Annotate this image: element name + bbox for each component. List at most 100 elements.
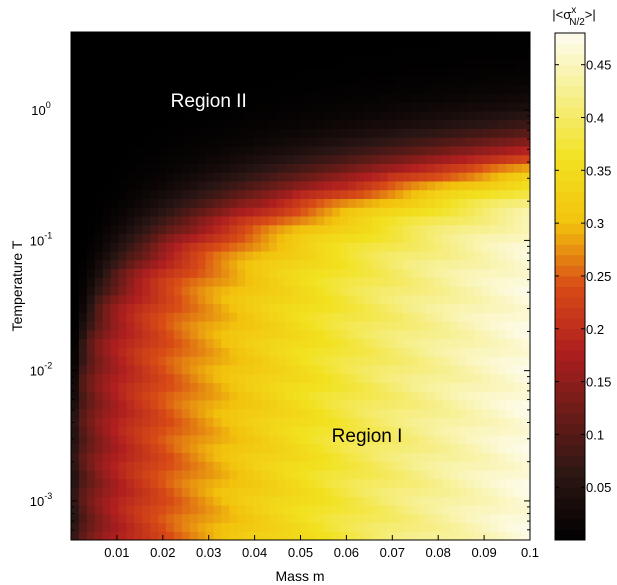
- heatmap-cell: [110, 154, 120, 164]
- heatmap-cell: [126, 207, 135, 217]
- heatmap-cell: [506, 268, 515, 278]
- heatmap-cell: [355, 294, 365, 305]
- heatmap-cell: [458, 452, 468, 462]
- heatmap-cell: [387, 180, 397, 191]
- heatmap-cell: [284, 277, 294, 287]
- heatmap-cell: [78, 434, 88, 445]
- heatmap-cell: [245, 434, 254, 445]
- heatmap-cell: [435, 163, 444, 173]
- heatmap-cell: [324, 75, 333, 86]
- heatmap-cell: [237, 286, 246, 296]
- heatmap-cell: [102, 154, 112, 164]
- heatmap-cell: [466, 452, 476, 462]
- heatmap-cell: [490, 102, 499, 112]
- heatmap-cell: [284, 215, 294, 226]
- heatmap-cell: [126, 373, 135, 383]
- heatmap-cell: [332, 224, 341, 235]
- heatmap-cell: [395, 207, 404, 217]
- heatmap-cell: [300, 268, 310, 278]
- heatmap-cell: [387, 364, 397, 375]
- heatmap-cell: [110, 443, 120, 454]
- heatmap-cell: [340, 277, 349, 287]
- heatmap-cell: [229, 408, 238, 418]
- heatmap-cell: [221, 75, 230, 86]
- heatmap-cell: [490, 242, 499, 252]
- heatmap-cell: [181, 469, 191, 480]
- heatmap-cell: [506, 198, 515, 208]
- heatmap-cell: [466, 513, 476, 524]
- heatmap-cell: [458, 259, 468, 270]
- heatmap-cell: [411, 286, 420, 296]
- heatmap-cell: [363, 531, 373, 540]
- heatmap-cell: [316, 478, 325, 489]
- heatmap-cell: [284, 373, 294, 383]
- heatmap-cell: [292, 154, 302, 164]
- heatmap-cell: [427, 250, 436, 261]
- heatmap-cell: [213, 356, 222, 366]
- heatmap-cell: [466, 250, 476, 261]
- heatmap-cell: [134, 207, 143, 217]
- heatmap-cell: [474, 242, 484, 252]
- heatmap-cell: [205, 277, 215, 287]
- heatmap-cell: [442, 32, 452, 42]
- heatmap-cell: [237, 277, 246, 287]
- heatmap-cell: [395, 84, 404, 94]
- heatmap-cell: [332, 364, 341, 375]
- heatmap-cell: [332, 504, 341, 515]
- heatmap-cell: [78, 399, 88, 410]
- heatmap-cell: [363, 189, 373, 200]
- heatmap-cell: [150, 110, 159, 121]
- heatmap-cell: [229, 110, 238, 121]
- heatmap-cell: [340, 137, 349, 147]
- heatmap-cell: [427, 32, 436, 42]
- heatmap-cell: [86, 224, 96, 235]
- heatmap-cell: [189, 338, 199, 348]
- heatmap-cell: [150, 531, 159, 540]
- heatmap-cell: [181, 198, 191, 208]
- heatmap-cell: [347, 75, 357, 86]
- heatmap-cell: [150, 469, 159, 480]
- heatmap-cell: [94, 67, 104, 77]
- heatmap-cell: [181, 58, 191, 68]
- heatmap-cell: [308, 391, 317, 401]
- heatmap-cell: [260, 154, 270, 164]
- heatmap-cell: [237, 364, 246, 375]
- heatmap-cell: [71, 67, 80, 77]
- heatmap-cell: [102, 513, 112, 524]
- heatmap-cell: [395, 312, 404, 322]
- heatmap-cell: [71, 189, 80, 200]
- heatmap-cell: [450, 102, 460, 112]
- heatmap-cell: [498, 110, 507, 121]
- heatmap-cell: [71, 198, 80, 208]
- heatmap-cell: [126, 67, 135, 77]
- heatmap-cell: [253, 461, 262, 471]
- heatmap-cell: [197, 128, 207, 138]
- heatmap-cell: [78, 364, 88, 375]
- heatmap-cell: [316, 417, 325, 427]
- heatmap-cell: [78, 443, 88, 454]
- heatmap-cell: [86, 40, 96, 51]
- heatmap-cell: [197, 452, 207, 462]
- heatmap-cell: [268, 259, 278, 270]
- heatmap-cell: [197, 356, 207, 366]
- heatmap-cell: [332, 242, 341, 252]
- heatmap-cell: [181, 294, 191, 305]
- heatmap-cell: [435, 399, 444, 410]
- heatmap-cell: [158, 58, 167, 68]
- heatmap-cell: [403, 268, 412, 278]
- heatmap-cell: [490, 347, 499, 357]
- heatmap-cell: [205, 224, 215, 235]
- heatmap-cell: [71, 75, 80, 86]
- heatmap-cell: [363, 67, 373, 77]
- heatmap-cell: [205, 417, 215, 427]
- heatmap-cell: [395, 443, 404, 454]
- heatmap-cell: [253, 32, 262, 42]
- heatmap-cell: [347, 321, 357, 331]
- heatmap-cell: [466, 119, 476, 129]
- heatmap-cell: [221, 172, 230, 182]
- heatmap-cell: [379, 321, 389, 331]
- heatmap-cell: [245, 496, 254, 506]
- heatmap-cell: [158, 40, 167, 51]
- heatmap-cell: [387, 93, 397, 103]
- heatmap-cell: [474, 119, 484, 129]
